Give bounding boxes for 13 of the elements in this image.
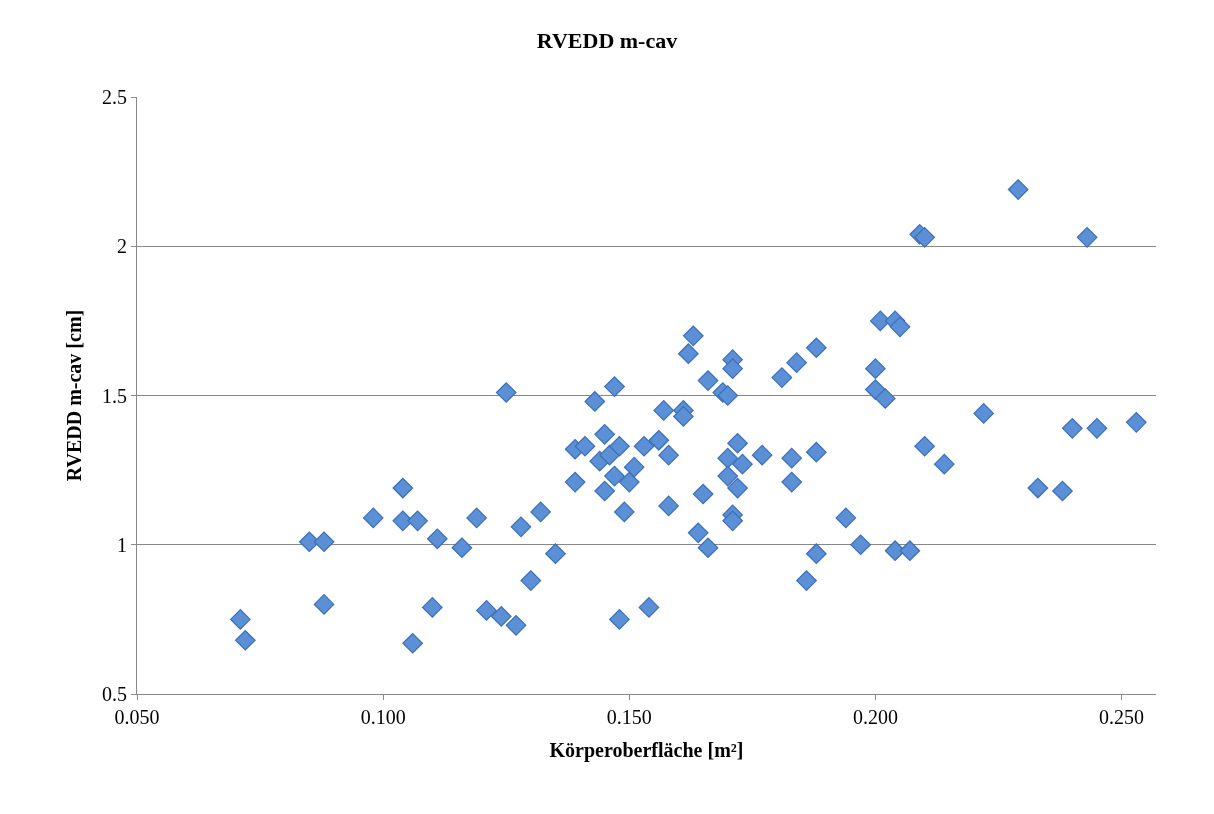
y-tick-label: 2.5 <box>102 86 127 108</box>
y-tick-label: 2 <box>117 235 127 258</box>
y-axis-title: RVEDD m-cav [cm] <box>62 309 85 482</box>
x-tick-label: 0.150 <box>606 706 652 728</box>
x-tick-label: 0.200 <box>852 706 898 728</box>
y-tick-label: 1 <box>117 533 127 556</box>
x-tick-label: 0.100 <box>360 706 406 728</box>
y-tick-label: 1.5 <box>102 384 127 407</box>
y-tick-label: 0.5 <box>102 683 127 705</box>
x-tick-label: 0.050 <box>114 706 160 728</box>
chart-title: RVEDD m-cav <box>536 27 678 53</box>
x-tick-label: 0.250 <box>1099 706 1145 728</box>
x-axis-title: Körperoberfläche [m²] <box>549 738 744 762</box>
